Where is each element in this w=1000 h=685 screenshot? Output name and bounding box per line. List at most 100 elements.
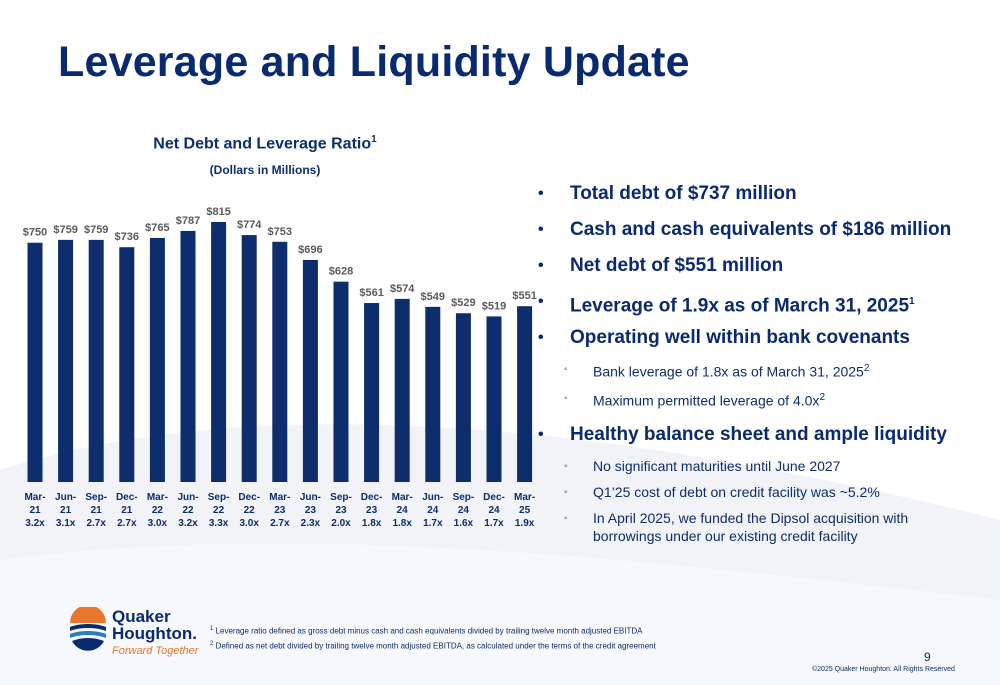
leverage-label: 3.3x	[209, 518, 229, 529]
bar	[272, 241, 288, 482]
sub-bullet-maturities: ◦ No significant maturities until June 20…	[530, 457, 970, 475]
x-tick-label-year: 21	[91, 505, 103, 516]
x-tick-label-year: 22	[152, 505, 164, 516]
bar	[486, 316, 502, 482]
bar	[27, 242, 43, 482]
bar	[88, 239, 104, 482]
bar	[517, 306, 533, 482]
bullet-text: Leverage of 1.9x as of March 31, 2025	[570, 295, 910, 317]
chart-title-footnote: 1	[371, 134, 377, 145]
x-tick-label-year: 23	[335, 505, 347, 516]
bar	[149, 237, 165, 482]
footnote-marker: 2	[863, 363, 870, 374]
bar-value-label: $574	[390, 283, 415, 295]
bullet-dot-icon: •	[538, 257, 544, 274]
leverage-label: 2.7x	[86, 518, 106, 529]
x-tick-label-month: Mar-	[24, 492, 45, 503]
sub-bullet-bank-leverage: ◦ Bank leverage of 1.8x as of March 31, 2…	[530, 360, 970, 381]
x-tick-label-year: 23	[274, 505, 286, 516]
bullet-text: Total debt of $737 million	[570, 183, 797, 204]
bar	[211, 222, 227, 482]
bar-value-label: $765	[145, 222, 169, 234]
bar	[425, 306, 441, 482]
x-tick-label-month: Jun-	[300, 492, 321, 503]
sub-bullet-dipsol: ◦ In April 2025, we funded the Dipsol acq…	[530, 509, 970, 545]
x-tick-label-year: 21	[121, 505, 133, 516]
chart-subtitle: (Dollars in Millions)	[209, 163, 321, 177]
bar-value-label: $759	[84, 224, 108, 236]
x-tick-label-year: 23	[366, 505, 378, 516]
footnote-2: 2 Defined as net debt divided by trailin…	[210, 638, 656, 653]
x-tick-label-year: 24	[488, 505, 500, 516]
leverage-label: 2.0x	[331, 518, 351, 529]
bar-value-label: $628	[329, 266, 353, 278]
x-tick-label-month: Sep-	[208, 492, 230, 503]
bar	[241, 235, 257, 482]
bullet-dot-icon: •	[538, 221, 544, 238]
x-tick-label-month: Sep-	[85, 492, 107, 503]
sub-bullet-circle-icon: ◦	[564, 392, 568, 404]
bar	[119, 247, 135, 482]
logo-line-1: Quaker	[112, 607, 171, 626]
footnote-text: Defined as net debt divided by trailing …	[215, 641, 656, 651]
bar-value-label: $696	[298, 244, 322, 256]
bullet-covenants: • Operating well within bank covenants	[530, 324, 970, 360]
logo-tagline: Forward Together	[112, 645, 199, 657]
company-logo: Quaker Houghton. Forward Together	[68, 607, 208, 667]
key-points: • Total debt of $737 million • Cash and ca…	[530, 180, 970, 553]
bar	[364, 303, 380, 482]
x-tick-label-year: 24	[458, 505, 470, 516]
chart-title: Net Debt and Leverage Ratio1	[110, 134, 420, 153]
leverage-label: 3.0x	[148, 518, 168, 529]
x-tick-label-month: Jun-	[177, 492, 198, 503]
logo-line-2: Houghton.	[112, 624, 197, 643]
x-tick-label-month: Mar-	[269, 492, 290, 503]
sub-bullet-circle-icon: ◦	[564, 461, 568, 473]
leverage-label: 2.3x	[301, 518, 321, 529]
bar	[394, 298, 410, 482]
bullet-dot-icon: •	[538, 293, 544, 310]
x-tick-label-month: Sep-	[453, 492, 475, 503]
bar-value-label: $549	[421, 291, 445, 303]
chart-title-text: Net Debt and Leverage Ratio	[153, 135, 372, 153]
bullet-cash: • Cash and cash equivalents of $186 milli…	[530, 216, 970, 252]
bullet-leverage: • Leverage of 1.9x as of March 31, 20251	[530, 288, 970, 324]
x-tick-label-month: Jun-	[422, 492, 443, 503]
bar	[58, 239, 74, 482]
leverage-label: 3.2x	[25, 518, 45, 529]
bullet-text: Cash and cash equivalents of $186 millio…	[570, 219, 952, 240]
footnote-marker: 1	[909, 296, 915, 307]
sub-bullet-text: In April 2025, we funded the Dipsol acqu…	[593, 510, 909, 545]
leverage-label: 2.7x	[270, 518, 290, 529]
bullet-text: Operating well within bank covenants	[570, 327, 910, 348]
bar-value-label: $529	[451, 297, 475, 309]
footnote-marker: 2	[819, 391, 825, 403]
x-tick-label-month: Dec-	[116, 492, 138, 503]
bar-value-label: $551	[512, 290, 536, 302]
x-tick-label-year: 22	[244, 505, 256, 516]
x-tick-label-month: Mar-	[514, 492, 535, 503]
x-tick-label-year: 24	[397, 505, 409, 516]
bullet-total-debt: • Total debt of $737 million	[530, 180, 970, 216]
sub-bullet-text: No significant maturities until June 202…	[593, 458, 841, 475]
x-tick-label-year: 21	[60, 505, 72, 516]
x-tick-label-month: Dec-	[361, 492, 383, 503]
bar-value-label: $519	[482, 300, 506, 312]
leverage-label: 1.7x	[484, 518, 504, 529]
bullet-text: Healthy balance sheet and ample liquidit…	[570, 424, 947, 446]
bullet-dot-icon: •	[538, 185, 544, 202]
sub-bullet-circle-icon: ◦	[564, 364, 568, 375]
bar	[333, 281, 349, 482]
x-tick-label-month: Dec-	[483, 492, 505, 503]
leverage-label: 1.8x	[392, 518, 412, 529]
x-tick-label-year: 24	[427, 505, 439, 516]
x-tick-label-year: 22	[213, 505, 225, 516]
bar-value-label: $750	[23, 227, 47, 239]
sub-bullet-text: Bank leverage of 1.8x as of March 31, 20…	[593, 363, 864, 380]
leverage-label: 1.6x	[454, 518, 474, 529]
bar-value-label: $759	[53, 224, 77, 236]
leverage-label: 3.2x	[178, 518, 198, 529]
leverage-label: 3.0x	[239, 518, 259, 529]
copyright-notice: ©2025 Quaker Houghton. All Rights Reserv…	[812, 666, 955, 673]
